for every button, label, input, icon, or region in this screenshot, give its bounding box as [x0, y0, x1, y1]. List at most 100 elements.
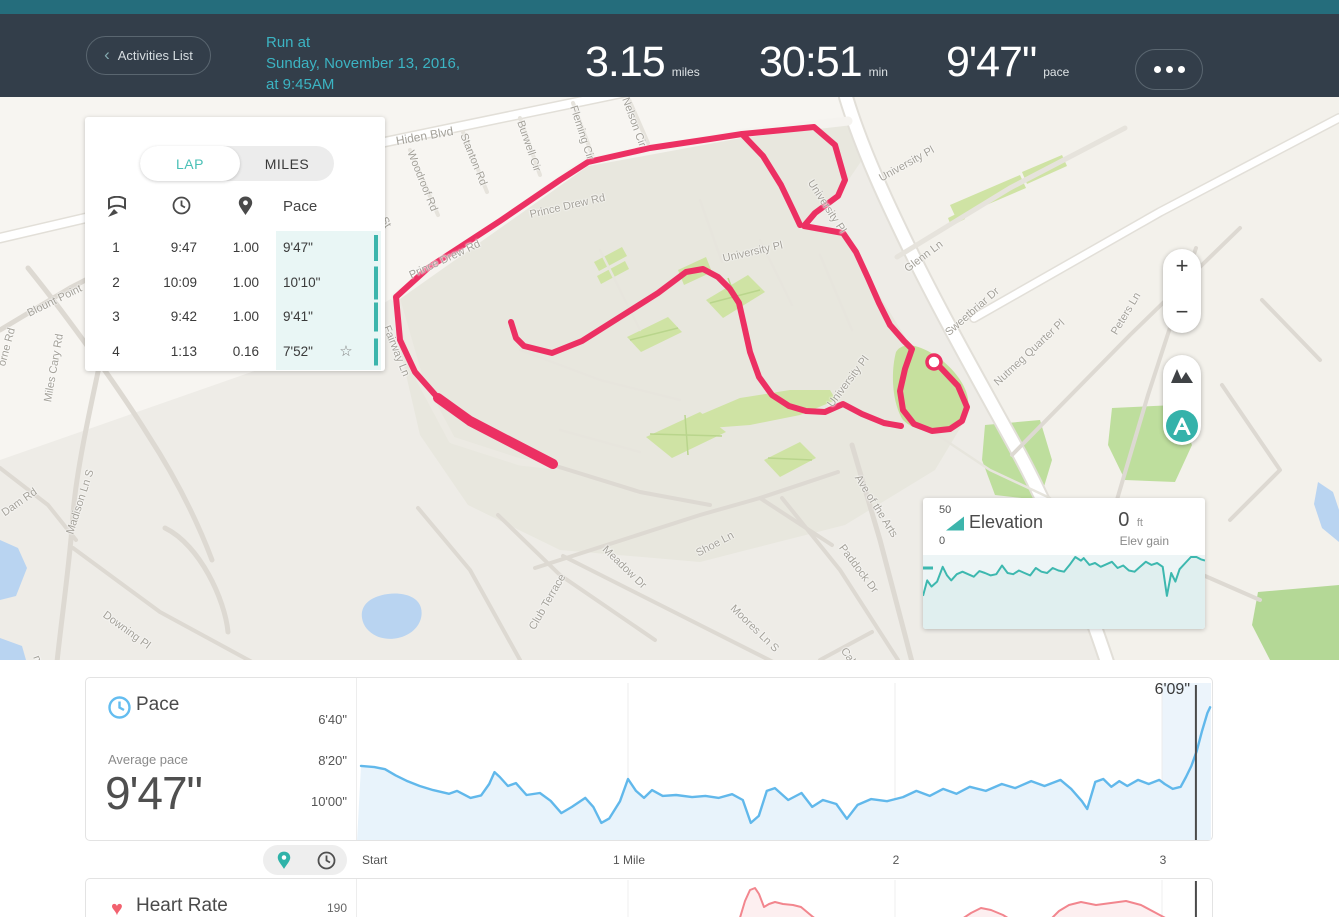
pace-clock-icon: [108, 696, 131, 719]
terrain-layer-button[interactable]: [1170, 367, 1194, 386]
distance-toggle-button[interactable]: [263, 845, 305, 875]
elevation-line: [923, 556, 1205, 597]
average-pace-value: 9'47": [105, 767, 203, 819]
stat-duration: 30:51 min: [759, 38, 888, 87]
elev-gain-label: Elev gain: [1119, 534, 1169, 548]
run-route: [393, 124, 970, 469]
elevation-chart-canvas: [923, 556, 1205, 629]
heart-rate-chart-canvas: [627, 880, 1197, 917]
chart-axis-row: Start 1 Mile 2 3: [85, 841, 1213, 878]
average-pace-label: Average pace: [108, 752, 188, 767]
lap-time: 10:09: [163, 274, 197, 290]
road-icon: [1173, 417, 1191, 435]
mountains-icon: [1171, 369, 1193, 383]
lap-number: 4: [112, 343, 120, 359]
cursor-pace-label: 6'09": [1154, 681, 1190, 698]
pace-chart-canvas: [357, 683, 1212, 840]
top-accent-strip: [0, 0, 1339, 14]
lap-table-panel: LAP MILES Pace 1 9:47 1.00 9'47" 2: [85, 117, 385, 371]
lap-row[interactable]: 1 9:47 1.00 9'47": [85, 231, 385, 266]
zoom-out-button[interactable]: −: [1175, 299, 1189, 324]
lap-distance: 1.00: [232, 240, 259, 255]
elevation-chart: [923, 555, 1205, 629]
lap-distance: 1.00: [232, 309, 259, 325]
elevation-title: Elevation: [969, 512, 1044, 532]
tab-miles[interactable]: MILES: [264, 155, 310, 172]
x-tick-label: 1 Mile: [612, 853, 646, 867]
route-map[interactable]: Hiden Blvd Woodroof Rd Stanton Rd Burwell C…: [0, 97, 1339, 660]
pace-chart-title: Pace: [136, 694, 180, 715]
pace-column-header: Pace: [283, 198, 318, 215]
activities-list-button[interactable]: ‹ Activities List: [86, 36, 211, 75]
stat-distance: 3.15 miles: [585, 38, 700, 87]
elev-ytick-50: 50: [939, 504, 952, 516]
lap-row[interactable]: 4 1:13 0.16 7'52" ☆: [85, 335, 385, 370]
activity-title: Run at Sunday, November 13, 2016, at 9:4…: [266, 32, 460, 95]
map-roads: [0, 97, 1339, 660]
more-options-button[interactable]: [1135, 49, 1203, 90]
activity-time: at 9:45AM: [266, 76, 335, 93]
x-tick-label: 3: [1159, 853, 1167, 867]
pace-chart-panel: Pace Average pace 9'47" 6'40" 8'20" 10'00"…: [85, 677, 1213, 841]
pace-chart-area[interactable]: [357, 678, 1212, 840]
route-main-path: [393, 124, 970, 467]
pace-ytick: 8'20": [318, 753, 347, 768]
heart-rate-chart-area[interactable]: [357, 879, 1212, 917]
heart-icon: ♥: [111, 898, 123, 917]
lap-pace: 9'41": [283, 309, 313, 325]
x-tick-label: Start: [362, 853, 388, 867]
pace-meta: Pace Average pace 9'47" 6'40" 8'20" 10'00": [86, 678, 357, 840]
elev-gain-unit: ft: [1136, 517, 1143, 529]
pace-ytick: 10'00": [310, 794, 347, 809]
lap-distance: 0.16: [232, 343, 259, 359]
lap-rows: 1 9:47 1.00 9'47" 2 10:09 1.00 10'10" 3 9:42 1.00 9…: [85, 231, 385, 369]
chevron-left-icon: ‹: [104, 45, 110, 64]
lap-time: 9:42: [170, 309, 197, 325]
lap-time: 9:47: [170, 240, 197, 255]
duration-unit: min: [868, 65, 888, 79]
pace-area-fill: [357, 707, 1211, 840]
route-layer-button[interactable]: [1166, 410, 1198, 442]
lap-pace-bar: [374, 338, 378, 366]
activity-date: Sunday, November 13, 2016,: [266, 55, 461, 72]
star-icon[interactable]: ☆: [339, 342, 353, 360]
elevation-icon: [946, 516, 964, 531]
heart-rate-ytick: 190: [326, 901, 347, 915]
dot-icon: [1153, 66, 1161, 73]
elevation-gain: 0 ft: [1118, 509, 1143, 532]
x-tick-label: 2: [892, 853, 900, 867]
lap-pace-bar: [374, 302, 378, 332]
elevation-panel: Elevation 0 ft Elev gain 50 0: [923, 498, 1205, 629]
elev-ytick-0: 0: [939, 535, 946, 547]
lap-distance: 1.00: [232, 274, 259, 290]
lap-row[interactable]: 2 10:09 1.00 10'10": [85, 266, 385, 301]
distance-time-toggle: [263, 845, 347, 875]
location-pin-icon: [277, 851, 291, 869]
duration-value: 30:51: [759, 38, 863, 86]
pace-unit: pace: [1043, 65, 1070, 79]
map-water: [0, 482, 1339, 660]
heart-rate-line: [739, 887, 1166, 917]
heart-rate-panel: ♥ Heart Rate 190: [85, 878, 1213, 917]
lap-row[interactable]: 3 9:42 1.00 9'41": [85, 300, 385, 335]
lap-pace: 7'52": [283, 343, 313, 359]
dot-icon: [1177, 66, 1185, 73]
pace-ytick: 6'40": [318, 712, 347, 727]
map-zoom-control: + −: [1163, 249, 1201, 333]
lap-pace-bar: [374, 266, 378, 300]
pace-value: 9'47": [946, 38, 1037, 86]
map-layer-control: [1163, 355, 1201, 445]
lap-number: 2: [112, 274, 120, 290]
lap-pace-bar: [374, 235, 378, 262]
route-mid-path: [508, 266, 904, 429]
lap-pace: 9'47": [283, 240, 313, 255]
distance-value: 3.15: [585, 38, 666, 86]
time-toggle-button[interactable]: [305, 845, 347, 875]
zoom-in-button[interactable]: +: [1175, 253, 1189, 278]
tab-lap[interactable]: LAP: [140, 146, 240, 181]
heart-rate-area-fill: [740, 888, 1164, 917]
stat-pace: 9'47" pace: [946, 38, 1069, 87]
lap-time: 1:13: [170, 343, 197, 359]
time-toggle-icon: [317, 851, 335, 869]
